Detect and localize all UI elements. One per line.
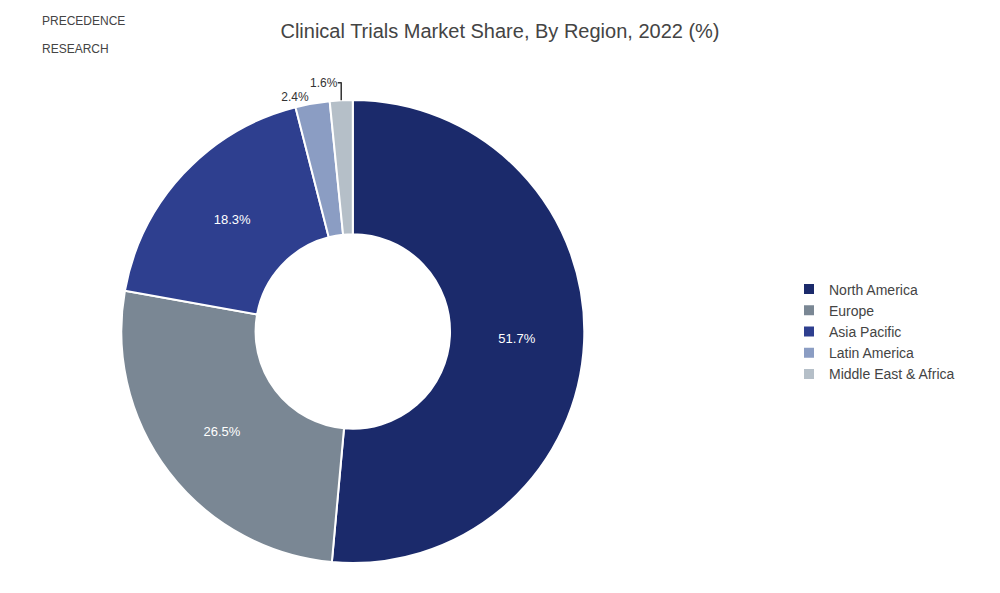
svg-text:Asia Pacific: Asia Pacific <box>829 324 901 340</box>
svg-text:Europe: Europe <box>829 303 874 319</box>
svg-text:PRECEDENCE: PRECEDENCE <box>42 14 125 28</box>
svg-text:1.6%: 1.6% <box>310 76 338 90</box>
svg-text:18.3%: 18.3% <box>214 212 251 227</box>
svg-text:2.4%: 2.4% <box>281 90 309 104</box>
svg-text:51.7%: 51.7% <box>498 331 535 346</box>
svg-text:Middle East & Africa: Middle East & Africa <box>829 366 954 382</box>
svg-text:RESEARCH: RESEARCH <box>42 42 109 56</box>
svg-text:Latin America: Latin America <box>829 345 914 361</box>
svg-text:Clinical Trials Market Share,: Clinical Trials Market Share, By Region,… <box>280 20 719 42</box>
svg-text:North America: North America <box>829 282 918 298</box>
svg-text:26.5%: 26.5% <box>203 424 240 439</box>
